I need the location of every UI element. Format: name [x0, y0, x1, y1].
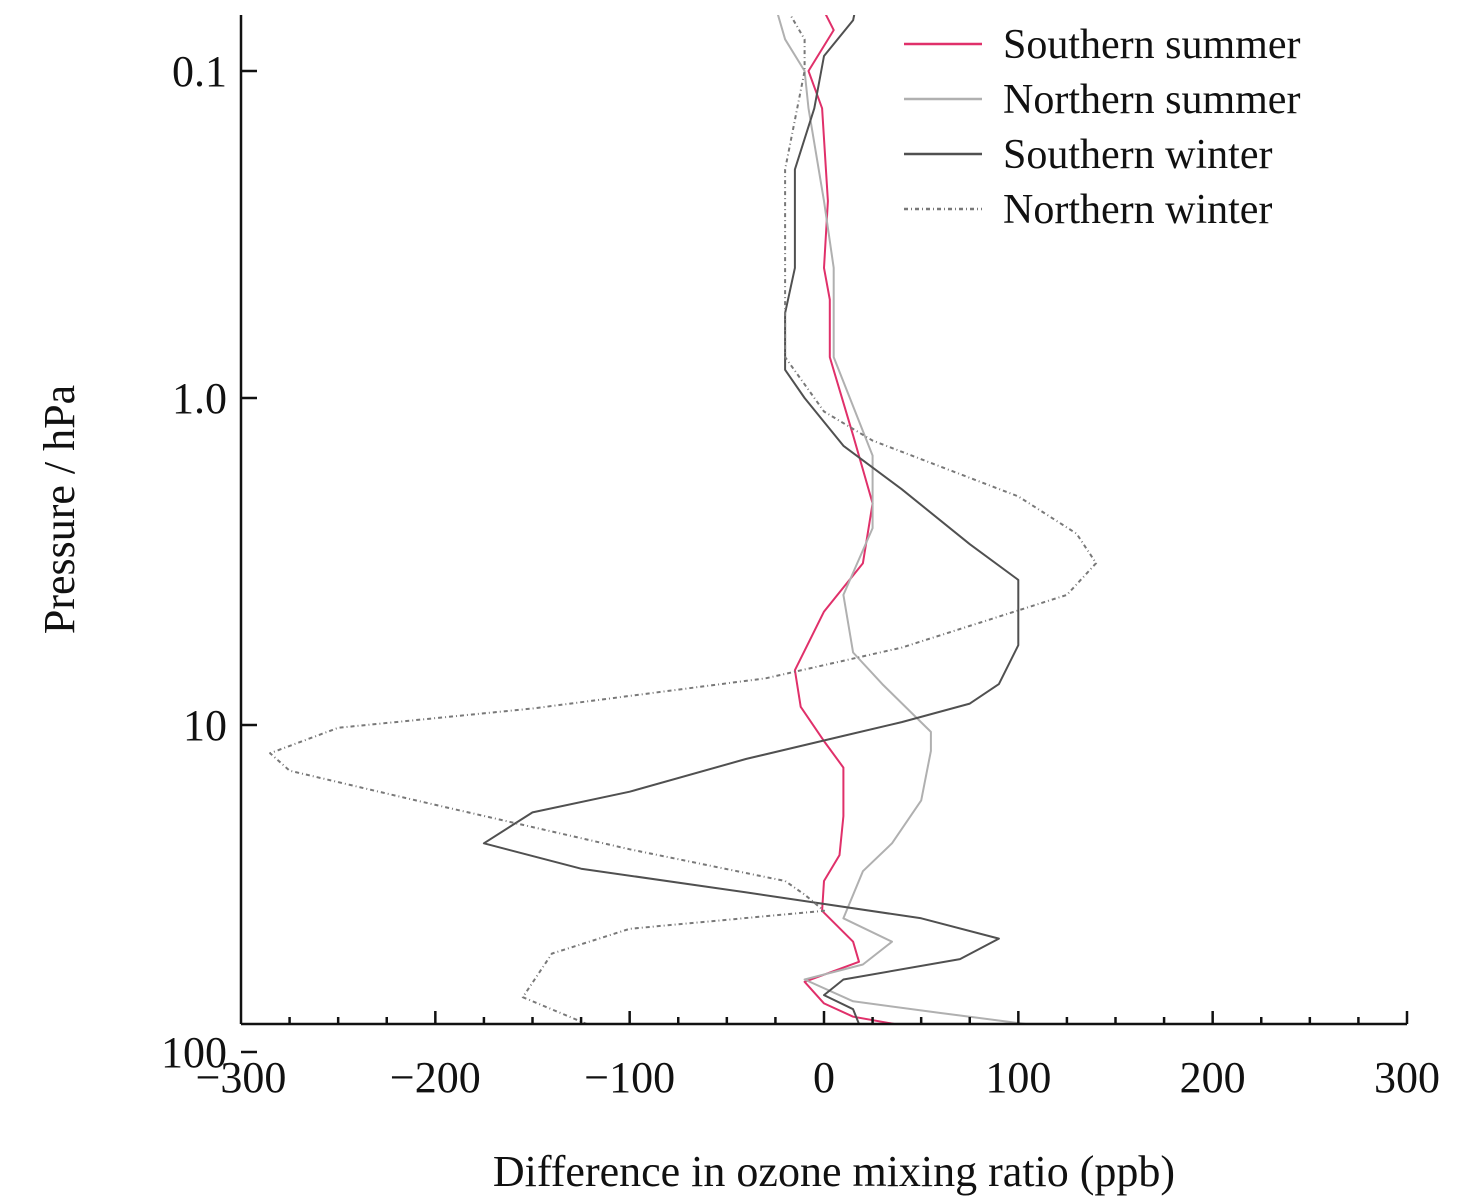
- y-ticks: 0.1 1.0 10 100: [161, 47, 257, 1077]
- legend-label: Northern winter: [1003, 187, 1272, 233]
- y-tick-label: 1.0: [172, 374, 227, 423]
- x-tick-label: −200: [390, 1053, 481, 1102]
- x-tick-label: 0: [813, 1053, 835, 1102]
- x-ticks: −300 −200 −100 0 100 200 300: [196, 1011, 1440, 1102]
- series-layer: [269, 15, 1098, 1024]
- x-tick-label: 300: [1374, 1053, 1440, 1102]
- legend-label: Northern summer: [1003, 77, 1300, 123]
- legend-label: Southern summer: [1003, 22, 1300, 68]
- series-line-northern-summer: [776, 15, 1034, 1024]
- y-tick-label: 0.1: [172, 47, 227, 96]
- x-tick-label: −300: [196, 1053, 287, 1102]
- series-line-northern-winter: [269, 15, 1098, 1024]
- series-line-southern-summer: [793, 15, 901, 1024]
- y-tick-label: 100: [161, 1028, 227, 1077]
- x-axis-label: Difference in ozone mixing ratio (ppb): [493, 1147, 1175, 1196]
- x-tick-label: 200: [1180, 1053, 1246, 1102]
- legend: Southern summer Northern summer Southern w…: [904, 22, 1300, 233]
- legend-label: Southern winter: [1003, 132, 1272, 178]
- series-line-southern-winter: [482, 15, 1020, 1024]
- x-tick-label: −100: [584, 1053, 675, 1102]
- y-tick-label: 10: [183, 701, 227, 750]
- x-tick-label: 100: [985, 1053, 1051, 1102]
- y-axis-label: Pressure / hPa: [35, 385, 84, 634]
